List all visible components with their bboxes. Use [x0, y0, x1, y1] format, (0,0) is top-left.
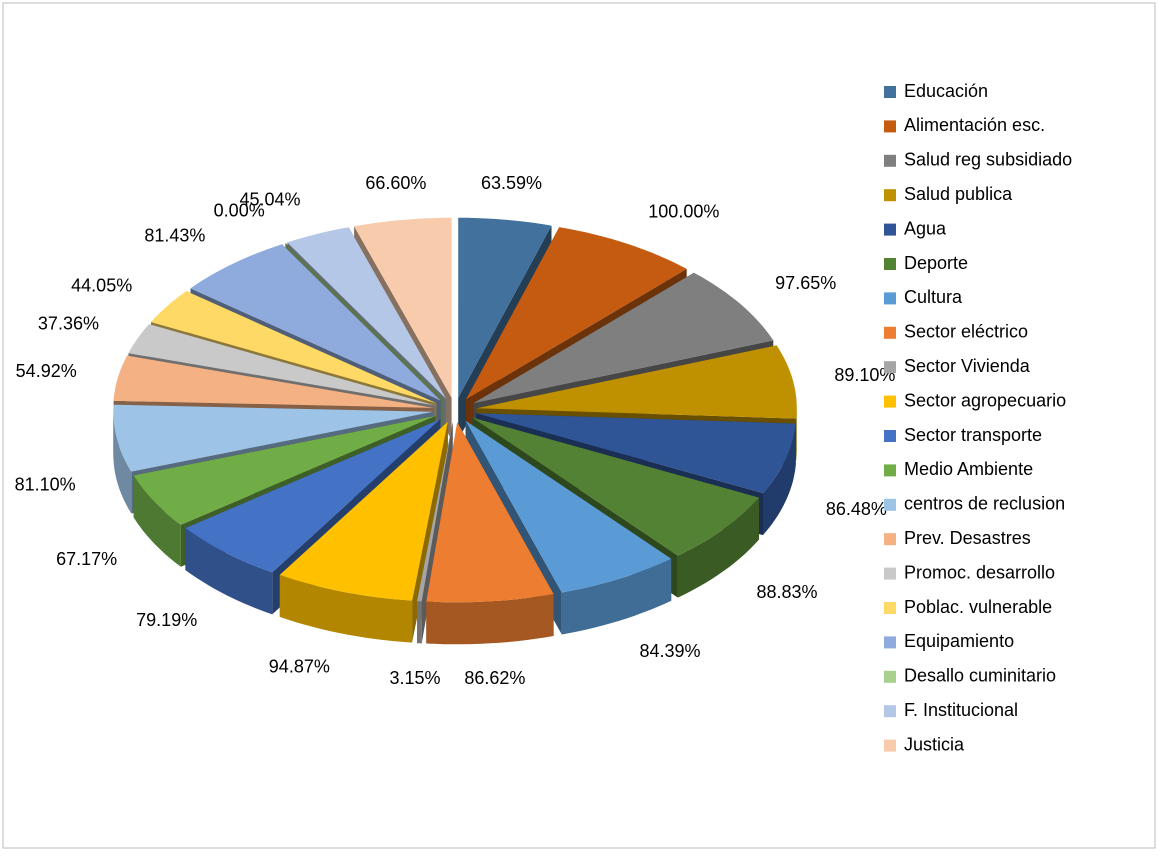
- legend-label: Salud reg subsidiado: [904, 150, 1072, 170]
- legend-label: Equipamiento: [904, 631, 1014, 651]
- legend-swatch: [884, 292, 896, 305]
- legend-label: Deporte: [904, 253, 968, 273]
- data-label: 94.87%: [269, 657, 330, 677]
- slice-side: [763, 423, 796, 536]
- data-label: 54.92%: [16, 361, 77, 381]
- data-label: 44.05%: [71, 275, 132, 295]
- slice: [190, 244, 441, 401]
- legend-swatch: [884, 636, 896, 649]
- data-label: 88.83%: [757, 582, 818, 602]
- legend-swatch: [884, 189, 896, 202]
- slice-side: [677, 497, 759, 598]
- slice-side: [185, 528, 273, 615]
- legend-swatch: [884, 430, 896, 442]
- slice-side: [417, 601, 422, 644]
- data-label: 3.15%: [389, 668, 440, 688]
- data-label: 37.36%: [38, 314, 99, 334]
- legend-swatch: [884, 739, 896, 752]
- legend-label: Sector Vivienda: [904, 356, 1031, 376]
- data-label: 89.10%: [834, 365, 895, 385]
- legend-label: Medio Ambiente: [904, 459, 1033, 479]
- data-label: 0.00%: [214, 200, 265, 220]
- legend-swatch: [884, 464, 896, 477]
- legend-label: Sector eléctrico: [904, 322, 1028, 342]
- legend-swatch: [884, 670, 896, 683]
- slice-side: [796, 408, 797, 461]
- legend-swatch: [884, 567, 896, 580]
- data-label: 86.62%: [464, 668, 525, 688]
- legend-swatch: [884, 326, 896, 339]
- legend-label: Promoc. desarrollo: [904, 562, 1055, 582]
- slice: [426, 422, 554, 603]
- data-label: 97.65%: [775, 273, 836, 293]
- legend-swatch: [884, 120, 896, 133]
- slice: [472, 417, 759, 556]
- data-label: 81.10%: [15, 475, 76, 495]
- legend-label: Educación: [904, 81, 988, 101]
- legend-swatch: [884, 154, 896, 167]
- slice: [151, 291, 437, 404]
- legend-label: Sector transporte: [904, 425, 1042, 445]
- legend-swatch: [884, 705, 896, 718]
- legend-label: F. Institucional: [904, 700, 1018, 720]
- data-label: 45.04%: [240, 190, 301, 210]
- legend-label: Justicia: [904, 734, 965, 754]
- slice: [287, 227, 447, 399]
- slice: [473, 272, 774, 404]
- legend-swatch: [884, 223, 896, 236]
- slice-side: [133, 475, 181, 567]
- data-label: 79.19%: [136, 610, 197, 630]
- legend-swatch: [884, 533, 896, 546]
- slice: [354, 217, 452, 398]
- legend-label: centros de reclusion: [904, 494, 1065, 514]
- legend-swatch: [884, 498, 896, 511]
- legend-swatch: [884, 602, 896, 614]
- slice: [279, 421, 448, 601]
- legend-label: Desallo cuminitario: [904, 666, 1056, 686]
- slice: [458, 217, 552, 398]
- data-label: 81.43%: [144, 225, 205, 245]
- legend-swatch: [884, 395, 896, 408]
- legend-swatch: [884, 361, 896, 374]
- slice-side: [426, 594, 554, 645]
- slice: [476, 345, 797, 419]
- legend-label: Alimentación esc.: [904, 115, 1045, 135]
- data-label: 67.17%: [56, 549, 117, 569]
- data-label: 84.39%: [639, 641, 700, 661]
- slice-side: [561, 558, 672, 635]
- slice: [417, 422, 453, 602]
- data-label: 63.59%: [481, 173, 542, 193]
- slice: [128, 324, 435, 406]
- legend-swatch: [884, 258, 896, 270]
- slice: [476, 413, 796, 494]
- slice-wall: [417, 422, 453, 644]
- slice: [466, 227, 687, 400]
- legend-swatch: [884, 86, 896, 98]
- slice-side: [279, 574, 413, 643]
- legend-label: Cultura: [904, 287, 963, 307]
- slice: [133, 415, 436, 525]
- legend-label: Salud publica: [904, 184, 1013, 204]
- slice: [113, 404, 434, 472]
- data-label: 86.48%: [826, 499, 887, 519]
- data-label: 100.00%: [648, 201, 719, 221]
- legend-label: Poblac. vulnerable: [904, 597, 1052, 617]
- legend-label: Prev. Desastres: [904, 528, 1031, 548]
- slice: [465, 420, 672, 593]
- slice-side: [113, 411, 132, 514]
- data-label: 66.60%: [365, 173, 426, 193]
- slice: [185, 419, 441, 573]
- slice: [113, 355, 434, 408]
- legend-label: Agua: [904, 218, 947, 238]
- legend-label: Sector agropecuario: [904, 390, 1066, 410]
